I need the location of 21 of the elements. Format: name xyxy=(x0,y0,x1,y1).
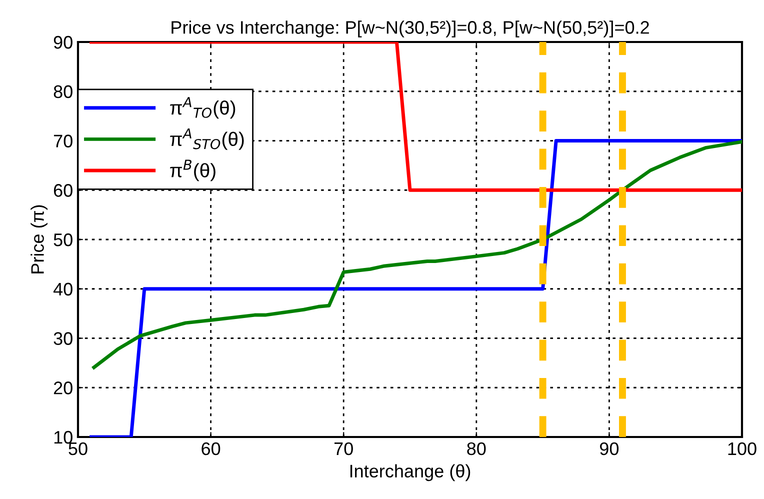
x-tick-label: 50 xyxy=(68,442,88,456)
legend-label: π$^{B}$(θ) xyxy=(170,160,216,182)
y-axis-title: Price (π) xyxy=(30,205,48,274)
y-tick-label: 70 xyxy=(54,134,72,148)
y-tick-label: 20 xyxy=(54,382,72,394)
chart-title: Price vs Interchange: P[w~N(30,5²)]=0.8, P[w~N(50,5²)]=0.2 xyxy=(172,20,649,38)
x-tick-label: 100 xyxy=(728,442,756,456)
y-tick-label: 90 xyxy=(54,36,72,49)
y-tick-label: 40 xyxy=(53,282,72,296)
legend-label: π$^{A}$$_{STO}$(θ) xyxy=(170,128,244,150)
x-tick-label: 80 xyxy=(467,442,486,456)
y-tick-label: 80 xyxy=(54,85,72,98)
legend-label: π$^{A}$$_{TO}$(θ) xyxy=(170,97,236,119)
y-tick-label: 30 xyxy=(54,332,72,345)
x-tick-label: 60 xyxy=(202,442,220,456)
y-tick-label: 10 xyxy=(54,430,72,444)
y-tick-label: 60 xyxy=(54,184,72,197)
x-tick-label: 70 xyxy=(334,442,353,456)
x-axis-title: Interchange (θ) xyxy=(350,464,470,482)
y-tick-label: 50 xyxy=(54,233,72,246)
x-tick-label: 90 xyxy=(600,442,619,456)
